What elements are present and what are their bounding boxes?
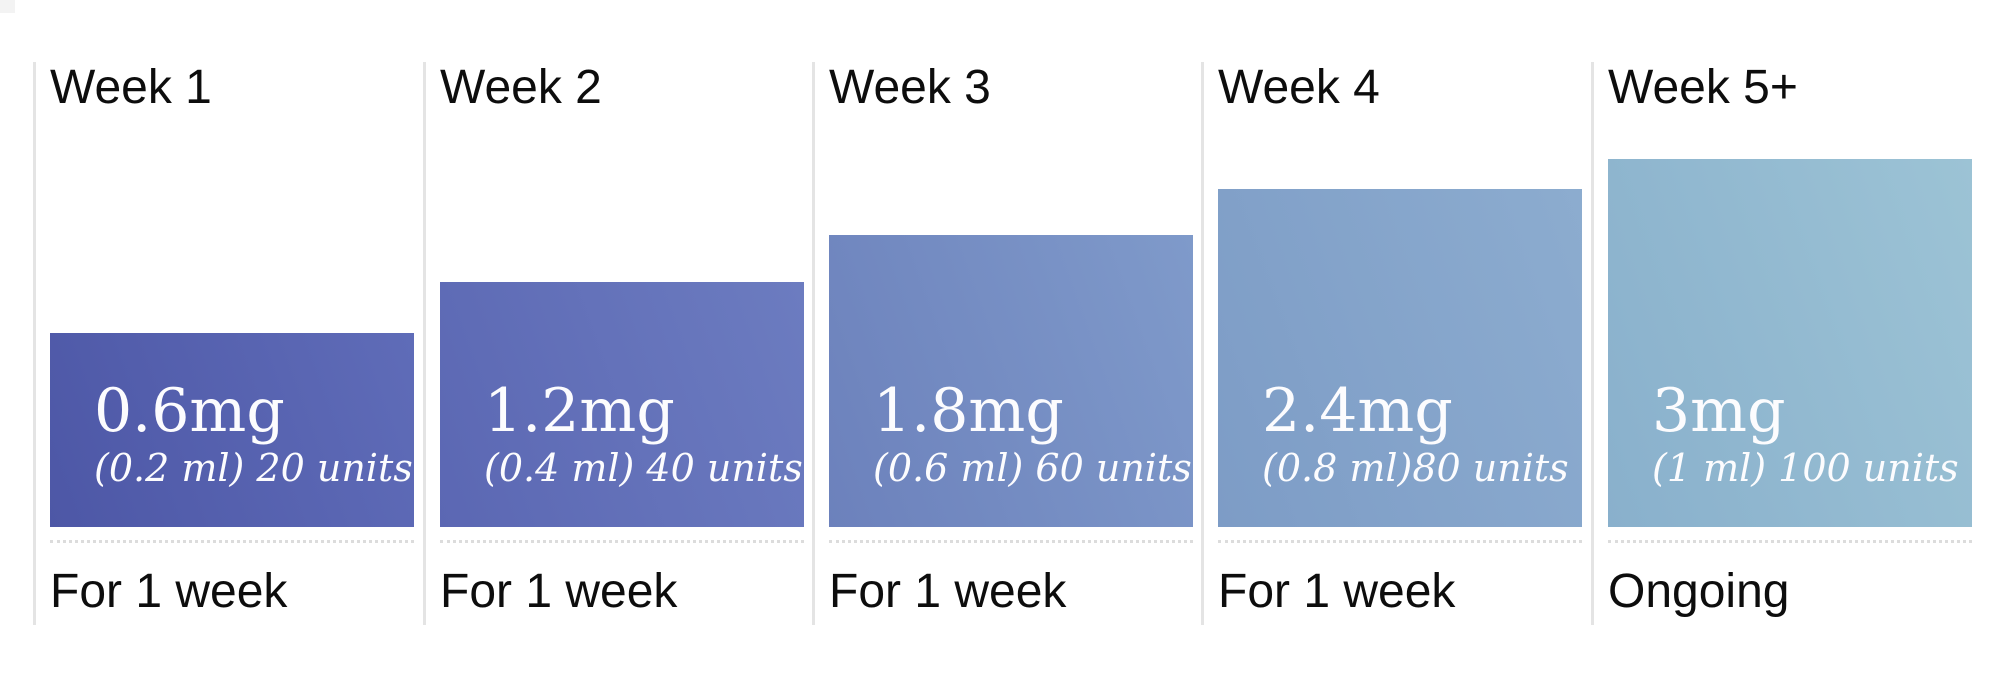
bar-text: 0.6mg (0.2 ml) 20 units [94,381,413,487]
dose-bar: 1.2mg (0.4 ml) 40 units [440,282,804,527]
dose-bar: 0.6mg (0.2 ml) 20 units [50,333,414,527]
dose-detail: (0.4 ml) 40 units [484,446,803,490]
bar-text: 1.2mg (0.4 ml) 40 units [484,381,803,487]
column-week-5-plus: Week 5+ 3mg (1 ml) 100 units Ongoing [1591,62,1980,625]
dose-value: 3mg [1652,376,1786,446]
baseline-dots [829,540,1193,543]
dose-bar: 2.4mg (0.8 ml)80 units [1218,189,1582,527]
column-week-4: Week 4 2.4mg (0.8 ml)80 units For 1 week [1201,62,1590,625]
bar-text: 1.8mg (0.6 ml) 60 units [873,381,1192,487]
dose-value: 2.4mg [1262,376,1453,446]
column-week-1: Week 1 0.6mg (0.2 ml) 20 units For 1 wee… [33,62,422,625]
corner-artifact [0,0,15,13]
column-week-3: Week 3 1.8mg (0.6 ml) 60 units For 1 wee… [812,62,1201,625]
duration-label: For 1 week [1218,565,1456,618]
baseline-dots [1608,540,1972,543]
duration-label: Ongoing [1608,565,1790,618]
column-week-2: Week 2 1.2mg (0.4 ml) 40 units For 1 wee… [423,62,812,625]
week-label: Week 5+ [1608,61,1798,114]
week-label: Week 2 [440,61,602,114]
duration-label: For 1 week [829,565,1067,618]
dose-detail: (1 ml) 100 units [1652,446,1959,490]
week-label: Week 1 [50,61,212,114]
bar-text: 2.4mg (0.8 ml)80 units [1262,381,1569,487]
duration-label: For 1 week [440,565,678,618]
week-label: Week 4 [1218,61,1380,114]
dose-bar: 1.8mg (0.6 ml) 60 units [829,235,1193,527]
dose-bar: 3mg (1 ml) 100 units [1608,159,1972,527]
dose-value: 1.2mg [484,376,675,446]
baseline-dots [50,540,414,543]
bar-text: 3mg (1 ml) 100 units [1652,381,1959,487]
baseline-dots [1218,540,1582,543]
week-label: Week 3 [829,61,991,114]
dose-value: 0.6mg [94,376,285,446]
duration-label: For 1 week [50,565,288,618]
dose-detail: (0.2 ml) 20 units [94,446,413,490]
dose-value: 1.8mg [873,376,1064,446]
baseline-dots [440,540,804,543]
dose-detail: (0.6 ml) 60 units [873,446,1192,490]
dose-detail: (0.8 ml)80 units [1262,446,1569,490]
